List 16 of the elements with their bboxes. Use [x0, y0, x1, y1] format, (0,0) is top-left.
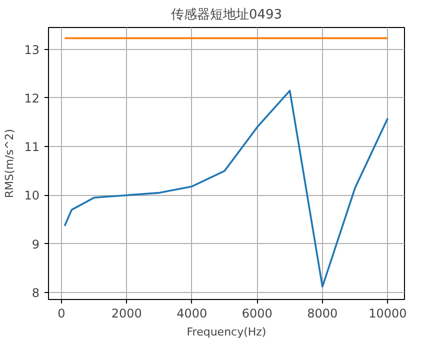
x-axis-title: Frequency(Hz): [186, 326, 266, 338]
x-tick-label: 8000: [307, 306, 338, 320]
x-tick-label: 10000: [368, 306, 407, 320]
y-tick-label: 13: [24, 42, 40, 57]
x-tick-label: 2000: [111, 306, 142, 320]
y-tick-label: 10: [24, 188, 40, 203]
y-tick-label: 9: [32, 237, 40, 252]
chart-title: 传感器短地址0493: [170, 8, 282, 22]
y-tick-label: 12: [24, 91, 40, 106]
x-tick-label: 6000: [242, 306, 272, 320]
y-tick-label: 11: [24, 140, 40, 154]
x-tick-label: 4000: [176, 306, 208, 320]
x-tick-label: 0: [58, 306, 66, 320]
y-axis-title: RMS(m/s^2): [3, 128, 16, 198]
y-tick-label: 8: [32, 286, 40, 300]
line-series: [64, 90, 389, 288]
